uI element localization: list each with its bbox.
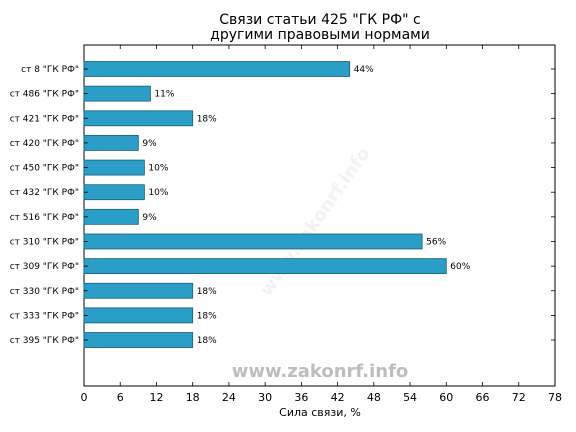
category-label: ст 486 "ГК РФ" (10, 90, 79, 100)
bar (83, 159, 145, 176)
x-tick-label: 30 (258, 391, 272, 404)
value-label: 44% (354, 65, 374, 75)
chart-title-line-1: Связи статьи 425 "ГК РФ" с (219, 12, 420, 28)
value-label: 18% (197, 311, 217, 321)
category-label: ст 395 "ГК РФ" (10, 336, 79, 346)
x-tick-label: 54 (403, 391, 417, 404)
value-labels: 44% 11% 18% 9% 10% 10% 9% 56% 60% 18% 18% 18% (142, 65, 470, 346)
category-label: ст 450 "ГК РФ" (10, 164, 79, 174)
bar (83, 110, 194, 127)
category-labels: ст 8 "ГК РФ" ст 486 "ГК РФ" ст 421 "ГК РФ"… (10, 65, 79, 346)
bar (83, 332, 194, 348)
value-label: 10% (148, 164, 168, 174)
x-tick-labels: 0 6 12 18 24 30 36 42 48 54 60 66 72 78 (81, 391, 563, 404)
bar (83, 184, 145, 201)
x-tick-label: 78 (548, 391, 562, 404)
category-label: ст 333 "ГК РФ" (10, 311, 79, 321)
axis-ticks (83, 45, 556, 386)
x-tick-label: 18 (186, 391, 200, 404)
value-label: 10% (148, 188, 168, 198)
bar (83, 258, 447, 275)
value-label: 56% (426, 237, 446, 247)
value-label: 18% (197, 336, 217, 346)
category-label: ст 310 "ГК РФ" (10, 237, 79, 247)
bar (83, 85, 151, 102)
x-tick-label: 12 (149, 391, 163, 404)
x-tick-label: 66 (476, 391, 490, 404)
bar (83, 282, 194, 299)
bar (83, 208, 139, 225)
x-tick-label: 24 (222, 391, 236, 404)
category-label: ст 330 "ГК РФ" (10, 287, 79, 297)
x-tick-label: 0 (81, 391, 88, 404)
x-tick-label: 72 (512, 391, 526, 404)
value-label: 18% (197, 114, 217, 124)
x-tick-label: 60 (439, 391, 453, 404)
x-tick-label: 42 (331, 391, 345, 404)
x-tick-label: 36 (294, 391, 308, 404)
value-label: 11% (154, 90, 174, 100)
category-label: ст 421 "ГК РФ" (10, 114, 79, 124)
value-label: 9% (142, 213, 157, 223)
x-tick-label: 6 (117, 391, 124, 404)
value-label: 9% (142, 139, 157, 149)
x-tick-label: 48 (367, 391, 381, 404)
bar (83, 233, 423, 250)
bar (83, 135, 139, 151)
watermark-text: www.zakonrf.info (232, 361, 409, 382)
value-label: 60% (450, 262, 470, 272)
category-label: ст 8 "ГК РФ" (21, 65, 79, 75)
x-axis-label: Сила связи, % (279, 406, 361, 419)
bar (83, 61, 351, 77)
value-label: 18% (197, 287, 217, 297)
chart-title-line-2: другими правовыми нормами (210, 27, 430, 43)
category-label: ст 420 "ГК РФ" (10, 139, 79, 149)
category-label: ст 432 "ГК РФ" (10, 188, 79, 198)
category-label: ст 516 "ГК РФ" (10, 213, 79, 223)
bars-layer (83, 61, 447, 348)
diagonal-watermark: www.zakonrf.info (256, 143, 375, 300)
bar (83, 307, 194, 324)
category-label: ст 309 "ГК РФ" (10, 262, 79, 272)
